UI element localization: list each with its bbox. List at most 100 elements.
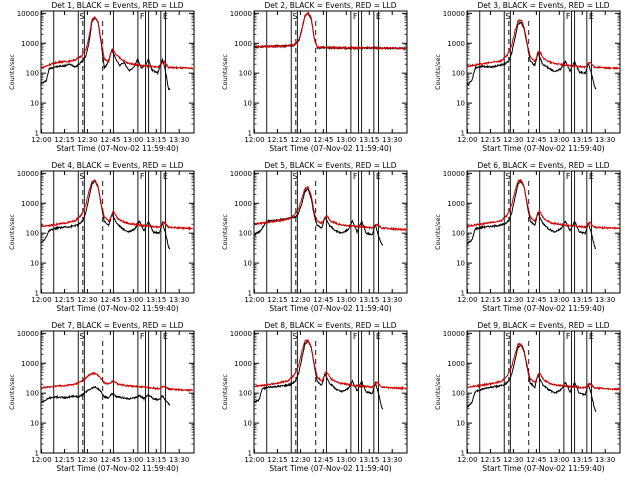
plot-frame: [40, 330, 195, 454]
x-tick-label: 12:15: [54, 296, 74, 304]
x-axis-label: Start Time (07-Nov-02 11:59:40): [482, 464, 604, 473]
x-tick-label: 13:30: [382, 136, 402, 144]
panel-title: Det 8, BLACK = Events, RED = LLD: [264, 321, 396, 330]
x-tick-label: 13:30: [595, 136, 615, 144]
x-tick-label: 12:45: [526, 136, 546, 144]
x-tick-label: 12:00: [31, 456, 51, 464]
x-tick-label: 13:30: [595, 296, 615, 304]
x-tick-label: 13:15: [359, 136, 379, 144]
flag-marker: S: [79, 12, 84, 21]
x-axis-label: Start Time (07-Nov-02 11:59:40): [269, 464, 391, 473]
x-tick-label: 12:00: [457, 136, 477, 144]
y-tick-label: 100: [239, 230, 252, 238]
y-axis-label: Counts/sec: [434, 214, 442, 250]
flag-marker: S: [292, 12, 297, 21]
x-tick-label: 13:00: [336, 456, 356, 464]
x-tick-label: 13:30: [169, 296, 189, 304]
x-tick-label: 12:45: [100, 456, 120, 464]
x-tick-label: 12:15: [480, 456, 500, 464]
y-tick-label: 1000: [234, 200, 252, 208]
x-axis-label: Start Time (07-Nov-02 11:59:40): [269, 144, 391, 153]
x-tick-label: 12:00: [31, 296, 51, 304]
lld-series-line: [254, 338, 407, 391]
y-tick-label: 1: [461, 450, 465, 458]
y-tick-label: 10000: [17, 330, 39, 338]
flag-marker: F: [140, 12, 145, 21]
x-tick-label: 12:30: [503, 296, 523, 304]
lld-series-line: [41, 179, 194, 231]
panel-title: Det 6, BLACK = Events, RED = LLD: [477, 161, 609, 170]
y-tick-label: 100: [452, 70, 465, 78]
x-tick-label: 12:15: [267, 456, 287, 464]
y-tick-label: 1: [461, 290, 465, 298]
flag-marker: S: [505, 172, 510, 181]
events-series-line: [467, 20, 597, 90]
lld-series-line: [254, 185, 407, 233]
plot-frame: [253, 330, 408, 454]
y-tick-label: 1000: [21, 200, 39, 208]
panel-title: Det 3, BLACK = Events, RED = LLD: [477, 1, 609, 10]
y-axis-label: Counts/sec: [434, 374, 442, 410]
y-tick-label: 100: [239, 390, 252, 398]
y-tick-label: 10000: [443, 170, 465, 178]
y-tick-label: 10000: [230, 330, 252, 338]
y-tick-label: 10: [30, 260, 39, 268]
x-tick-label: 12:15: [267, 136, 287, 144]
y-axis-label: Counts/sec: [8, 374, 16, 410]
flag-marker: E: [163, 172, 168, 181]
flag-marker: F: [353, 172, 358, 181]
panel-title: Det 5, BLACK = Events, RED = LLD: [264, 161, 396, 170]
y-tick-label: 100: [452, 230, 465, 238]
flag-marker: S: [292, 172, 297, 181]
x-tick-label: 13:00: [123, 296, 143, 304]
x-tick-label: 12:30: [503, 136, 523, 144]
x-axis-label: Start Time (07-Nov-02 11:59:40): [56, 304, 178, 313]
panel-title: Det 1, BLACK = Events, RED = LLD: [51, 1, 183, 10]
plot-frame: [466, 330, 621, 454]
events-series-line: [254, 187, 384, 246]
plot-frame: [40, 170, 195, 294]
plot-frame: [40, 10, 195, 134]
events-series-line: [254, 12, 407, 51]
y-tick-label: 10000: [230, 170, 252, 178]
x-tick-label: 12:00: [31, 136, 51, 144]
flag-marker: E: [163, 12, 168, 21]
y-tick-label: 10: [243, 260, 252, 268]
plot-frame: [253, 10, 408, 134]
x-tick-label: 13:30: [595, 456, 615, 464]
y-tick-label: 100: [452, 390, 465, 398]
plot-frame: [253, 170, 408, 294]
y-axis-label: Counts/sec: [8, 54, 16, 90]
x-tick-label: 13:30: [169, 136, 189, 144]
plot-frame: [466, 170, 621, 294]
x-tick-label: 13:00: [336, 136, 356, 144]
x-tick-label: 13:15: [359, 296, 379, 304]
x-tick-label: 12:00: [457, 296, 477, 304]
lld-series-line: [467, 342, 620, 391]
x-tick-label: 12:30: [290, 296, 310, 304]
y-tick-label: 100: [239, 70, 252, 78]
events-series-line: [41, 179, 171, 250]
y-axis-label: Counts/sec: [221, 374, 229, 410]
x-tick-label: 13:15: [146, 136, 166, 144]
plot-frame: [466, 10, 621, 134]
y-tick-label: 1: [35, 130, 39, 138]
lld-series-line: [41, 371, 194, 393]
y-tick-label: 1000: [21, 40, 39, 48]
flag-marker: S: [79, 332, 84, 341]
flag-marker: E: [376, 12, 381, 21]
y-tick-label: 1: [248, 290, 252, 298]
x-tick-label: 13:00: [549, 136, 569, 144]
x-tick-label: 13:00: [549, 456, 569, 464]
x-axis-label: Start Time (07-Nov-02 11:59:40): [269, 304, 391, 313]
x-tick-label: 12:00: [244, 296, 264, 304]
y-tick-label: 100: [26, 230, 39, 238]
